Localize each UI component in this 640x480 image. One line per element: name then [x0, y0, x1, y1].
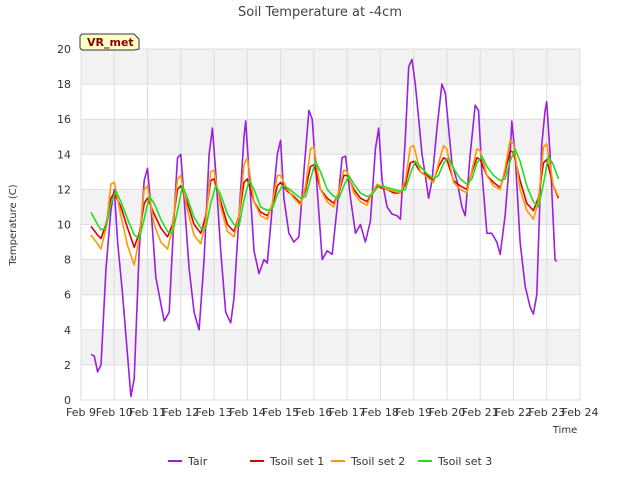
x-tick-label: Feb 20 [428, 406, 465, 419]
legend-label: Tair [187, 455, 208, 468]
x-tick-label: Feb 14 [229, 406, 266, 419]
y-tick-label: 8 [64, 254, 71, 267]
series-line-tsoil-set-3 [90, 148, 560, 240]
y-tick-label: 16 [57, 113, 71, 126]
plot-band [81, 189, 580, 225]
x-tick-label: Feb 22 [495, 406, 532, 419]
plot-band [81, 259, 580, 295]
plot-band [81, 119, 580, 155]
x-tick-label: Feb 11 [129, 406, 166, 419]
x-tick-label: Feb 23 [528, 406, 565, 419]
legend-label: Tsoil set 1 [269, 455, 324, 468]
plot-band [81, 49, 580, 85]
y-tick-label: 2 [64, 359, 71, 372]
station-badge: VR_met [79, 33, 140, 51]
y-tick-label: 4 [64, 324, 71, 337]
legend-label: Tsoil set 2 [350, 455, 405, 468]
series-line-tair [90, 58, 558, 398]
legend: Tair Tsoil set 1 Tsoil set 2 Tsoil set 3 [168, 455, 492, 468]
legend-label: Tsoil set 3 [437, 455, 492, 468]
y-axis-ticks: 0 2 4 6 8 10 12 14 16 18 20 [57, 43, 71, 407]
x-tick-label: Feb 17 [329, 406, 366, 419]
x-tick-label: Feb 15 [262, 406, 299, 419]
chart-title: Soil Temperature at -4cm [238, 5, 402, 20]
y-tick-label: 20 [57, 43, 71, 56]
x-tick-label: Feb 13 [196, 406, 233, 419]
x-tick-label: Feb 10 [96, 406, 133, 419]
x-tick-label: Feb 12 [162, 406, 199, 419]
x-tick-label: Feb 24 [562, 406, 599, 419]
x-tick-label: Feb 19 [395, 406, 432, 419]
y-tick-label: 14 [57, 148, 71, 161]
x-tick-label: Feb 9 [66, 406, 96, 419]
x-axis-label: Time [552, 425, 577, 436]
series-lines [90, 58, 560, 398]
plot-band [81, 329, 580, 365]
y-tick-label: 6 [64, 289, 71, 302]
station-badge-label: VR_met [87, 36, 134, 49]
y-tick-label: 18 [57, 78, 71, 91]
x-tick-label: Feb 21 [462, 406, 499, 419]
x-tick-label: Feb 16 [295, 406, 332, 419]
y-axis-label: Temperature (C) [8, 184, 19, 266]
y-tick-label: 12 [57, 183, 71, 196]
y-tick-label: 0 [64, 394, 71, 407]
x-tick-label: Feb 18 [362, 406, 399, 419]
series-line-tsoil-set-2 [90, 139, 560, 266]
y-tick-label: 10 [57, 219, 71, 232]
